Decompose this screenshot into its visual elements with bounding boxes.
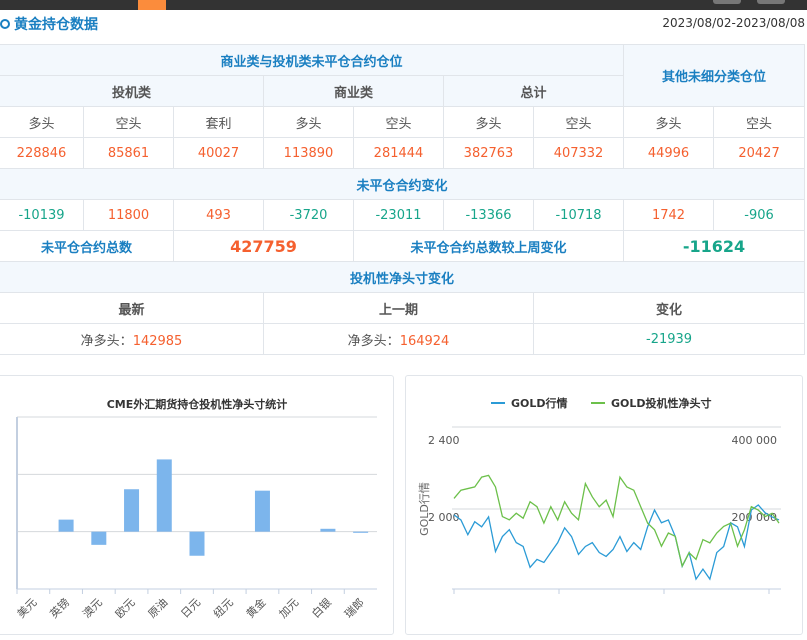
cell: 空头 [713, 106, 806, 138]
cell: 85861 [83, 137, 174, 169]
bar-原油 [156, 459, 172, 532]
cell: 40027 [173, 137, 264, 169]
x-tick-label: 原油 [145, 595, 170, 620]
active-tab-indicator[interactable] [138, 0, 166, 10]
net-label: 净多头： [347, 333, 400, 349]
line-chart-panel: 2 400 2 000 400 000 200 000 GOLD行情 GOLD行情 GOLD… [405, 375, 803, 635]
net-latest-value: 142985 [132, 333, 183, 349]
net-col-latest: 最新 [0, 292, 264, 324]
line-chart: 2 400 2 000 400 000 200 000 GOLD行情 GOLD行情 GOLD… [418, 396, 781, 594]
total-header: 总计 [442, 75, 625, 107]
x-tick-label: 澳元 [80, 596, 105, 621]
cell: 44996 [623, 137, 715, 169]
cell: 空头 [353, 106, 444, 138]
cell: 空头 [532, 106, 625, 138]
cell: -10139 [0, 199, 84, 231]
cell: 20427 [713, 137, 806, 169]
bar-chart-panel: CME外汇期货持仓投机性净头寸统计美元 英镑 澳元 欧元 原油 日元 纽元 黄金 加元 白银 瑞郎 [0, 375, 394, 635]
date-range: 2023/08/02-2023/08/08 [662, 16, 805, 30]
bar-欧元 [124, 489, 140, 532]
cell: 113890 [263, 137, 354, 169]
net-prev: 净多头：164924 [263, 323, 534, 355]
total-value: 427759 [173, 230, 354, 262]
cell: 382763 [443, 137, 534, 169]
x-tick-label: 美元 [15, 596, 40, 621]
commercial-header: 商业类 [263, 75, 444, 107]
bar-黄金 [254, 490, 270, 532]
cell: -13366 [443, 199, 534, 231]
x-tick-label: 瑞郎 [341, 595, 366, 620]
x-tick-label: 白银 [309, 595, 334, 620]
cell: 多头 [443, 106, 534, 138]
x-tick-label: 日元 [178, 596, 203, 621]
cell: 多头 [263, 106, 354, 138]
bar-英镑 [58, 519, 74, 532]
net-prev-value: 164924 [399, 333, 450, 349]
top-bar [0, 0, 807, 10]
cell: -3720 [263, 199, 354, 231]
x-tick-label: 黄金 [243, 595, 268, 620]
top-button[interactable] [757, 0, 785, 4]
group-header: 商业类与投机类未平仓合约仓位 [0, 44, 625, 76]
cell: 多头 [623, 106, 715, 138]
holdings-table: 商业类与投机类未平仓合约仓位 其他未细分类仓位 投机类 商业类 总计 多头 空头 套利 多头… [0, 44, 806, 355]
y-tick-left: 2 000 [428, 511, 460, 524]
net-latest: 净多头：142985 [0, 323, 264, 355]
net-col-change: 变化 [532, 292, 806, 324]
x-tick-label: 加元 [277, 596, 302, 621]
cell: -906 [713, 199, 806, 231]
net-header: 投机性净头寸变化 [0, 261, 806, 293]
x-tick-label: 纽元 [210, 595, 235, 620]
x-tick-label: 欧元 [113, 596, 138, 621]
page-title: 黄金持仓数据 [0, 14, 98, 34]
net-change: -21939 [532, 323, 806, 355]
total-label: 未平仓合约总数 [0, 230, 174, 262]
circle-icon [0, 19, 10, 29]
cell: 多头 [0, 106, 84, 138]
cell: 11800 [83, 199, 174, 231]
change-header: 未平仓合约变化 [0, 168, 806, 200]
legend-item: GOLD行情 [511, 396, 568, 410]
total-change-value: -11624 [623, 230, 806, 262]
bar-澳元 [91, 531, 107, 545]
total-change-label: 未平仓合约总数较上周变化 [352, 230, 625, 262]
cell: -10718 [532, 199, 625, 231]
bar-白银 [320, 528, 336, 532]
cell: 281444 [353, 137, 444, 169]
legend-item: GOLD投机性净头寸 [611, 396, 712, 410]
series-line-1 [453, 474, 780, 568]
net-col-prev: 上一期 [263, 292, 534, 324]
cell: -23011 [353, 199, 444, 231]
speculative-header: 投机类 [0, 75, 264, 107]
bar-瑞郎 [353, 531, 369, 533]
cell: 228846 [0, 137, 84, 169]
top-button[interactable] [713, 0, 741, 4]
cell: 493 [173, 199, 264, 231]
y-tick-right: 200 000 [732, 511, 778, 524]
other-header: 其他未细分类仓位 [623, 44, 806, 107]
bar-日元 [189, 531, 205, 556]
y-tick-left: 2 400 [428, 434, 460, 447]
cell: 空头 [83, 106, 174, 138]
y-axis-label: GOLD行情 [418, 482, 431, 536]
cell: 407332 [532, 137, 625, 169]
y-tick-right: 400 000 [732, 434, 778, 447]
series-line-0 [453, 504, 780, 581]
chart-title: CME外汇期货持仓投机性净头寸统计 [107, 397, 288, 411]
x-tick-label: 英镑 [47, 595, 72, 620]
title-text: 黄金持仓数据 [14, 17, 98, 33]
net-label: 净多头： [80, 333, 133, 349]
cell: 1742 [623, 199, 715, 231]
cell: 套利 [173, 106, 264, 138]
